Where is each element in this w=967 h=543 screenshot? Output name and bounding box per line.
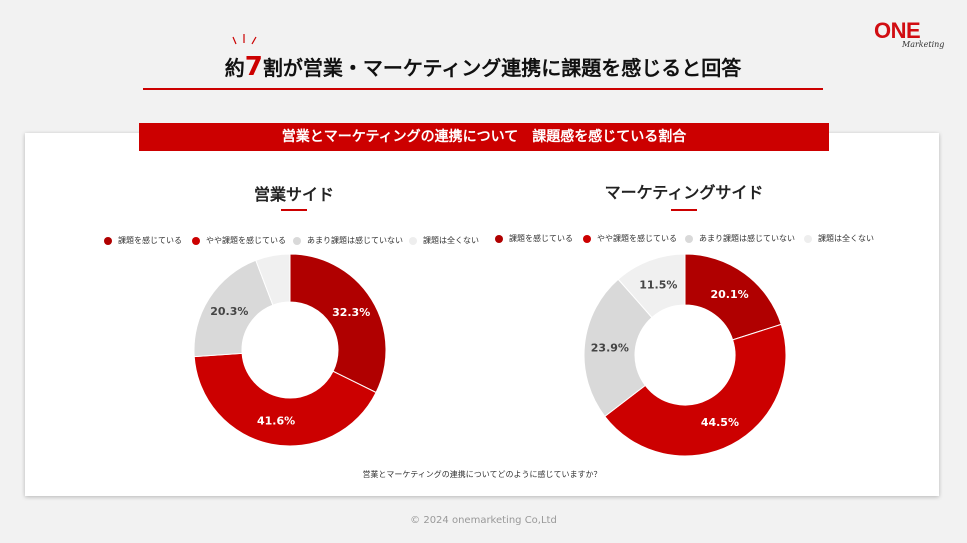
- panel-underline-marketing: [671, 209, 697, 211]
- legend-swatch: [685, 235, 693, 243]
- logo-subtext: Marketing: [902, 40, 945, 49]
- donut-slice: [604, 323, 787, 457]
- legend-marketing: 課題を感じている やや課題を感じている あまり課題は感じていない 課題は全くない: [495, 232, 885, 246]
- brand-logo: ONE Marketing: [874, 18, 954, 49]
- donut-slice: [289, 253, 387, 394]
- donut-slice: [255, 253, 291, 306]
- donut-slice: [684, 253, 782, 341]
- title-rest: 割が営業・マーケティング連携に課題を感じると回答: [262, 56, 742, 80]
- logo-text: ONE: [874, 18, 921, 43]
- title-number: 7: [244, 52, 263, 82]
- donut-slice: [583, 278, 653, 418]
- slice-data-label: 41.6%: [257, 415, 295, 428]
- panel-title-sales: 営業サイド: [253, 185, 334, 204]
- chart-banner: 営業とマーケティングの連携について 課題感を感じている割合: [139, 123, 829, 151]
- legend-swatch: [293, 237, 301, 245]
- legend-swatch: [409, 237, 417, 245]
- legend-label: 課題を感じている: [509, 234, 573, 243]
- legend-swatch: [495, 235, 503, 243]
- donut-slice: [617, 253, 686, 319]
- legend-label: あまり課題は感じていない: [307, 236, 403, 245]
- legend-label: 課題を感じている: [118, 236, 182, 245]
- slice-data-label: 44.5%: [701, 416, 739, 429]
- legend-label: 課題は全くない: [423, 236, 479, 245]
- chart-card: [25, 133, 939, 496]
- panel-underline-sales: [281, 209, 307, 211]
- survey-question: 営業とマーケティングの連携についてどのように感じていますか？: [362, 470, 602, 479]
- legend-swatch: [583, 235, 591, 243]
- legend-label: やや課題を感じている: [206, 236, 286, 245]
- title-underline: [143, 88, 823, 90]
- donut-slice: [193, 352, 377, 447]
- legend-label: あまり課題は感じていない: [699, 234, 795, 243]
- legend-sales: 課題を感じている やや課題を感じている あまり課題は感じていない 課題は全くない: [104, 234, 494, 248]
- slice-data-label: 11.5%: [639, 278, 677, 291]
- slice-data-label: 20.1%: [710, 288, 748, 301]
- legend-label: やや課題を感じている: [597, 234, 677, 243]
- donut-chart-marketing: 20.1% 44.5% 23.9% 11.5%: [583, 253, 787, 457]
- emphasis-burst-icon: [232, 34, 257, 45]
- slice-data-label: 20.3%: [210, 305, 248, 318]
- panel-title-marketing: マーケティングサイド: [604, 183, 764, 202]
- donut-chart-sales: 32.3% 41.6% 20.3%: [193, 253, 387, 447]
- copyright: © 2024 onemarketing Co,Ltd: [410, 515, 557, 526]
- slice-data-label: 23.9%: [591, 342, 629, 355]
- legend-swatch: [104, 237, 112, 245]
- slice-data-label: 32.3%: [332, 306, 370, 319]
- legend-label: 課題は全くない: [818, 234, 874, 243]
- legend-swatch: [192, 237, 200, 245]
- legend-swatch: [804, 235, 812, 243]
- title-prefix: 約: [224, 56, 245, 80]
- page-title: 約7割が営業・マーケティング連携に課題を感じると回答: [143, 52, 823, 82]
